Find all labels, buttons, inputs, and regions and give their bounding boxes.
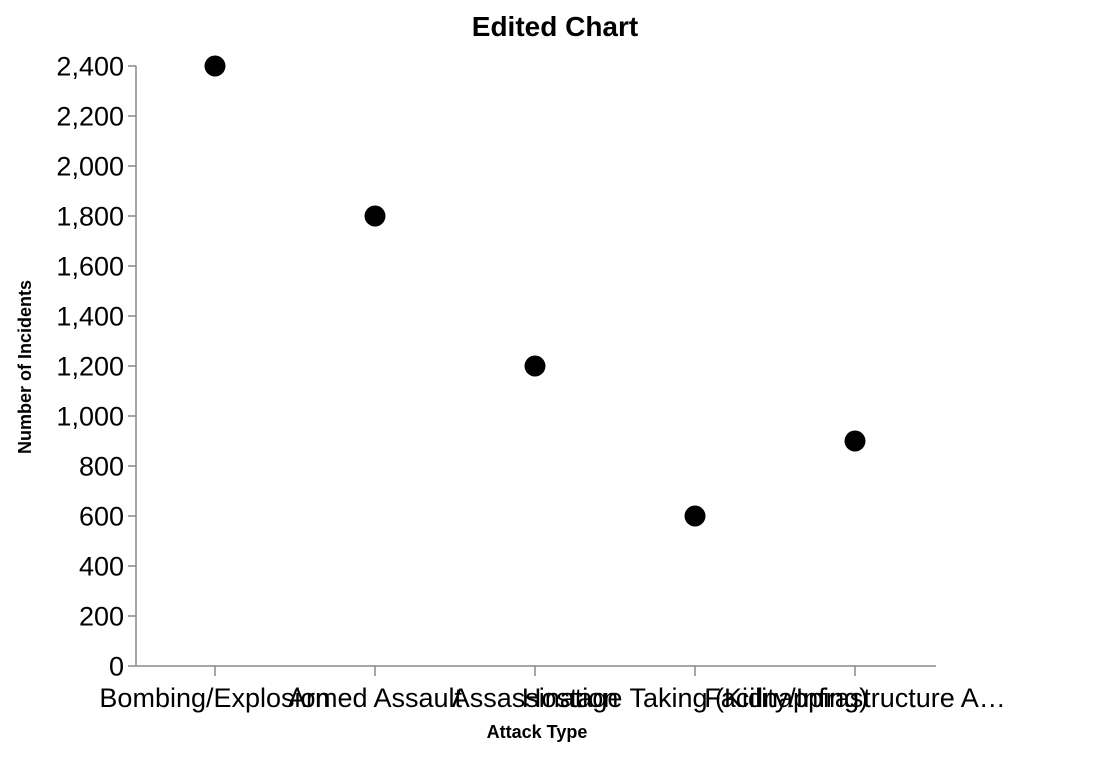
data-point <box>364 205 386 227</box>
x-tick-label: Assassination <box>452 683 619 713</box>
y-tick-label: 2,400 <box>56 52 124 82</box>
chart-title: Edited Chart <box>472 11 638 42</box>
y-tick-label: 800 <box>79 452 124 482</box>
data-point <box>684 505 706 527</box>
y-tick-label: 1,600 <box>56 252 124 282</box>
y-tick-label: 1,400 <box>56 302 124 332</box>
x-tick-label: Bombing/Explosion <box>99 683 330 713</box>
y-tick-label: 1,200 <box>56 352 124 382</box>
x-tick-label: Facility/Infrastructure A… <box>704 683 1006 713</box>
y-tick-label: 200 <box>79 602 124 632</box>
x-tick-label: Armed Assault <box>288 683 463 713</box>
data-point <box>844 430 866 452</box>
y-tick-label: 0 <box>109 652 124 682</box>
x-axis-title: Attack Type <box>487 722 588 742</box>
y-tick-label: 2,000 <box>56 152 124 182</box>
y-axis-title: Number of Incidents <box>15 280 35 454</box>
y-tick-label: 2,200 <box>56 102 124 132</box>
x-tick-label: Hostage Taking (Kidnapping) <box>522 683 868 713</box>
y-tick-label: 1,000 <box>56 402 124 432</box>
data-point <box>204 55 226 77</box>
data-point <box>524 355 546 377</box>
y-tick-label: 1,800 <box>56 202 124 232</box>
y-axis: 0 200 400 600 800 1,000 1,200 1,400 1,600 1,800 2,… <box>56 52 137 682</box>
data-points <box>204 55 866 527</box>
y-tick-label: 600 <box>79 502 124 532</box>
y-tick-label: 400 <box>79 552 124 582</box>
